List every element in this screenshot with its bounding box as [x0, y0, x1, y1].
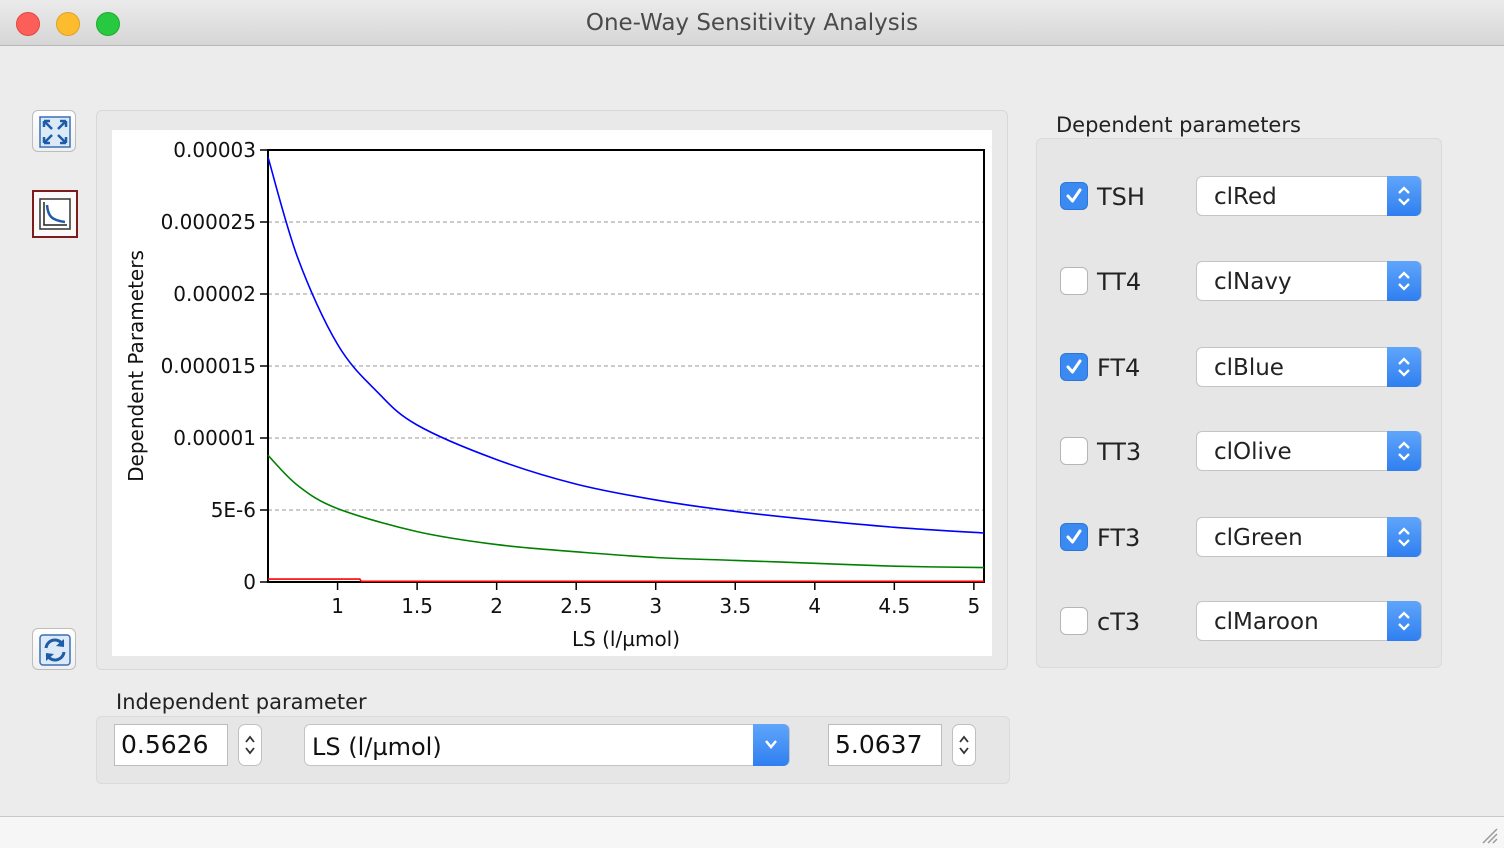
chevron-updown-icon[interactable]: [1387, 347, 1421, 387]
chevron-updown-icon[interactable]: [1387, 176, 1421, 216]
y-axis-label: Dependent Parameters: [124, 250, 148, 482]
dependent-row-tt4: TT4 clNavy: [1060, 261, 1422, 301]
dependent-row-ct3: cT3 clMaroon: [1060, 601, 1422, 641]
ft4-color-select[interactable]: clBlue: [1196, 347, 1422, 387]
series-line-2: [268, 578, 984, 583]
x-tick-label: 2.5: [560, 594, 592, 618]
chevron-updown-icon[interactable]: [1387, 517, 1421, 557]
sensitivity-chart: 0 5E-6 0.00001 0.000015 0.00002 0.000025 0.000…: [124, 138, 985, 651]
refresh-icon: [39, 634, 71, 666]
x-axis-label: LS (l/µmol): [572, 627, 680, 651]
min-value-field[interactable]: 0.5626: [114, 724, 228, 766]
dependent-label: FT4: [1097, 354, 1141, 382]
max-value-stepper[interactable]: [952, 724, 976, 766]
chart-area: 0 5E-6 0.00001 0.000015 0.00002 0.000025 0.000…: [112, 130, 992, 656]
dependent-row-tt3: TT3 clOlive: [1060, 431, 1422, 471]
ft4-checkbox[interactable]: [1060, 353, 1088, 381]
y-tick-label: 0.00001: [173, 426, 256, 450]
y-tick-label: 0.000015: [161, 354, 256, 378]
minimize-window-button[interactable]: [56, 12, 80, 36]
max-value-field[interactable]: 5.0637: [828, 724, 942, 766]
refresh-button[interactable]: [32, 628, 76, 670]
status-bar: [0, 816, 1504, 848]
ft3-color-select[interactable]: clGreen: [1196, 517, 1422, 557]
y-tick-label: 5E-6: [211, 498, 256, 522]
series-line-0: [267, 156, 985, 534]
tsh-color-select[interactable]: clRed: [1196, 176, 1422, 216]
stepper-arrows-icon: [245, 735, 255, 755]
series-line-1: [267, 454, 985, 569]
y-tick-label: 0: [243, 570, 256, 594]
x-tick-label: 3.5: [719, 594, 751, 618]
window-title: One-Way Sensitivity Analysis: [585, 10, 919, 36]
ct3-color-select[interactable]: clMaroon: [1196, 601, 1422, 641]
title-bar: One-Way Sensitivity Analysis: [0, 0, 1504, 46]
chevron-down-glyph: [765, 740, 777, 749]
tsh-checkbox[interactable]: [1060, 182, 1088, 210]
dependent-parameters-title: Dependent parameters: [1056, 113, 1301, 137]
color-select-value: clGreen: [1214, 525, 1303, 551]
y-tick-label: 0.000025: [161, 210, 256, 234]
y-tick-label: 0.00002: [173, 282, 256, 306]
chevron-updown-icon[interactable]: [1387, 261, 1421, 301]
color-select-value: clOlive: [1214, 439, 1292, 465]
x-tick-label: 1: [331, 594, 344, 618]
chart-view-button[interactable]: [32, 190, 78, 238]
color-select-value: clMaroon: [1214, 609, 1319, 635]
close-window-button[interactable]: [16, 12, 40, 36]
x-tick-label: 1.5: [401, 594, 433, 618]
x-tick-label: 4: [808, 594, 821, 618]
resize-grip-icon[interactable]: [1478, 824, 1498, 844]
dependent-label: TT4: [1097, 268, 1142, 296]
dependent-row-ft4: FT4 clBlue: [1060, 347, 1422, 387]
color-select-value: clRed: [1214, 184, 1277, 210]
tt3-color-select[interactable]: clOlive: [1196, 431, 1422, 471]
dependent-label: TT3: [1097, 438, 1142, 466]
stepper-arrows-icon: [959, 735, 969, 755]
fullscreen-button[interactable]: [32, 110, 76, 152]
x-tick-label: 4.5: [878, 594, 910, 618]
dependent-label: TSH: [1097, 183, 1145, 211]
dependent-row-ft3: FT3 clGreen: [1060, 517, 1422, 557]
color-select-value: clNavy: [1214, 269, 1292, 295]
independent-parameter-select[interactable]: LS (l/µmol): [304, 724, 790, 766]
min-value-stepper[interactable]: [238, 724, 262, 766]
dependent-row-tsh: TSH clRed: [1060, 176, 1422, 216]
x-tick-label: 3: [649, 594, 662, 618]
ct3-checkbox[interactable]: [1060, 607, 1088, 635]
dependent-parameters-panel: [1036, 138, 1442, 668]
tt3-checkbox[interactable]: [1060, 437, 1088, 465]
ft3-checkbox[interactable]: [1060, 523, 1088, 551]
x-tick-label: 2: [490, 594, 503, 618]
chevron-updown-icon[interactable]: [1387, 601, 1421, 641]
independent-parameter-value: LS (l/µmol): [312, 733, 442, 761]
y-tick-label: 0.00003: [173, 138, 256, 162]
chevron-down-icon[interactable]: [753, 724, 789, 766]
zoom-window-button[interactable]: [96, 12, 120, 36]
x-tick-label: 5: [967, 594, 980, 618]
dependent-label: FT3: [1097, 524, 1141, 552]
chevron-updown-icon[interactable]: [1387, 431, 1421, 471]
tt4-checkbox[interactable]: [1060, 267, 1088, 295]
chart-icon: [39, 198, 71, 230]
expand-arrows-icon: [39, 116, 71, 148]
independent-parameter-title: Independent parameter: [116, 690, 367, 714]
tt4-color-select[interactable]: clNavy: [1196, 261, 1422, 301]
color-select-value: clBlue: [1214, 355, 1284, 381]
dependent-label: cT3: [1097, 608, 1141, 636]
